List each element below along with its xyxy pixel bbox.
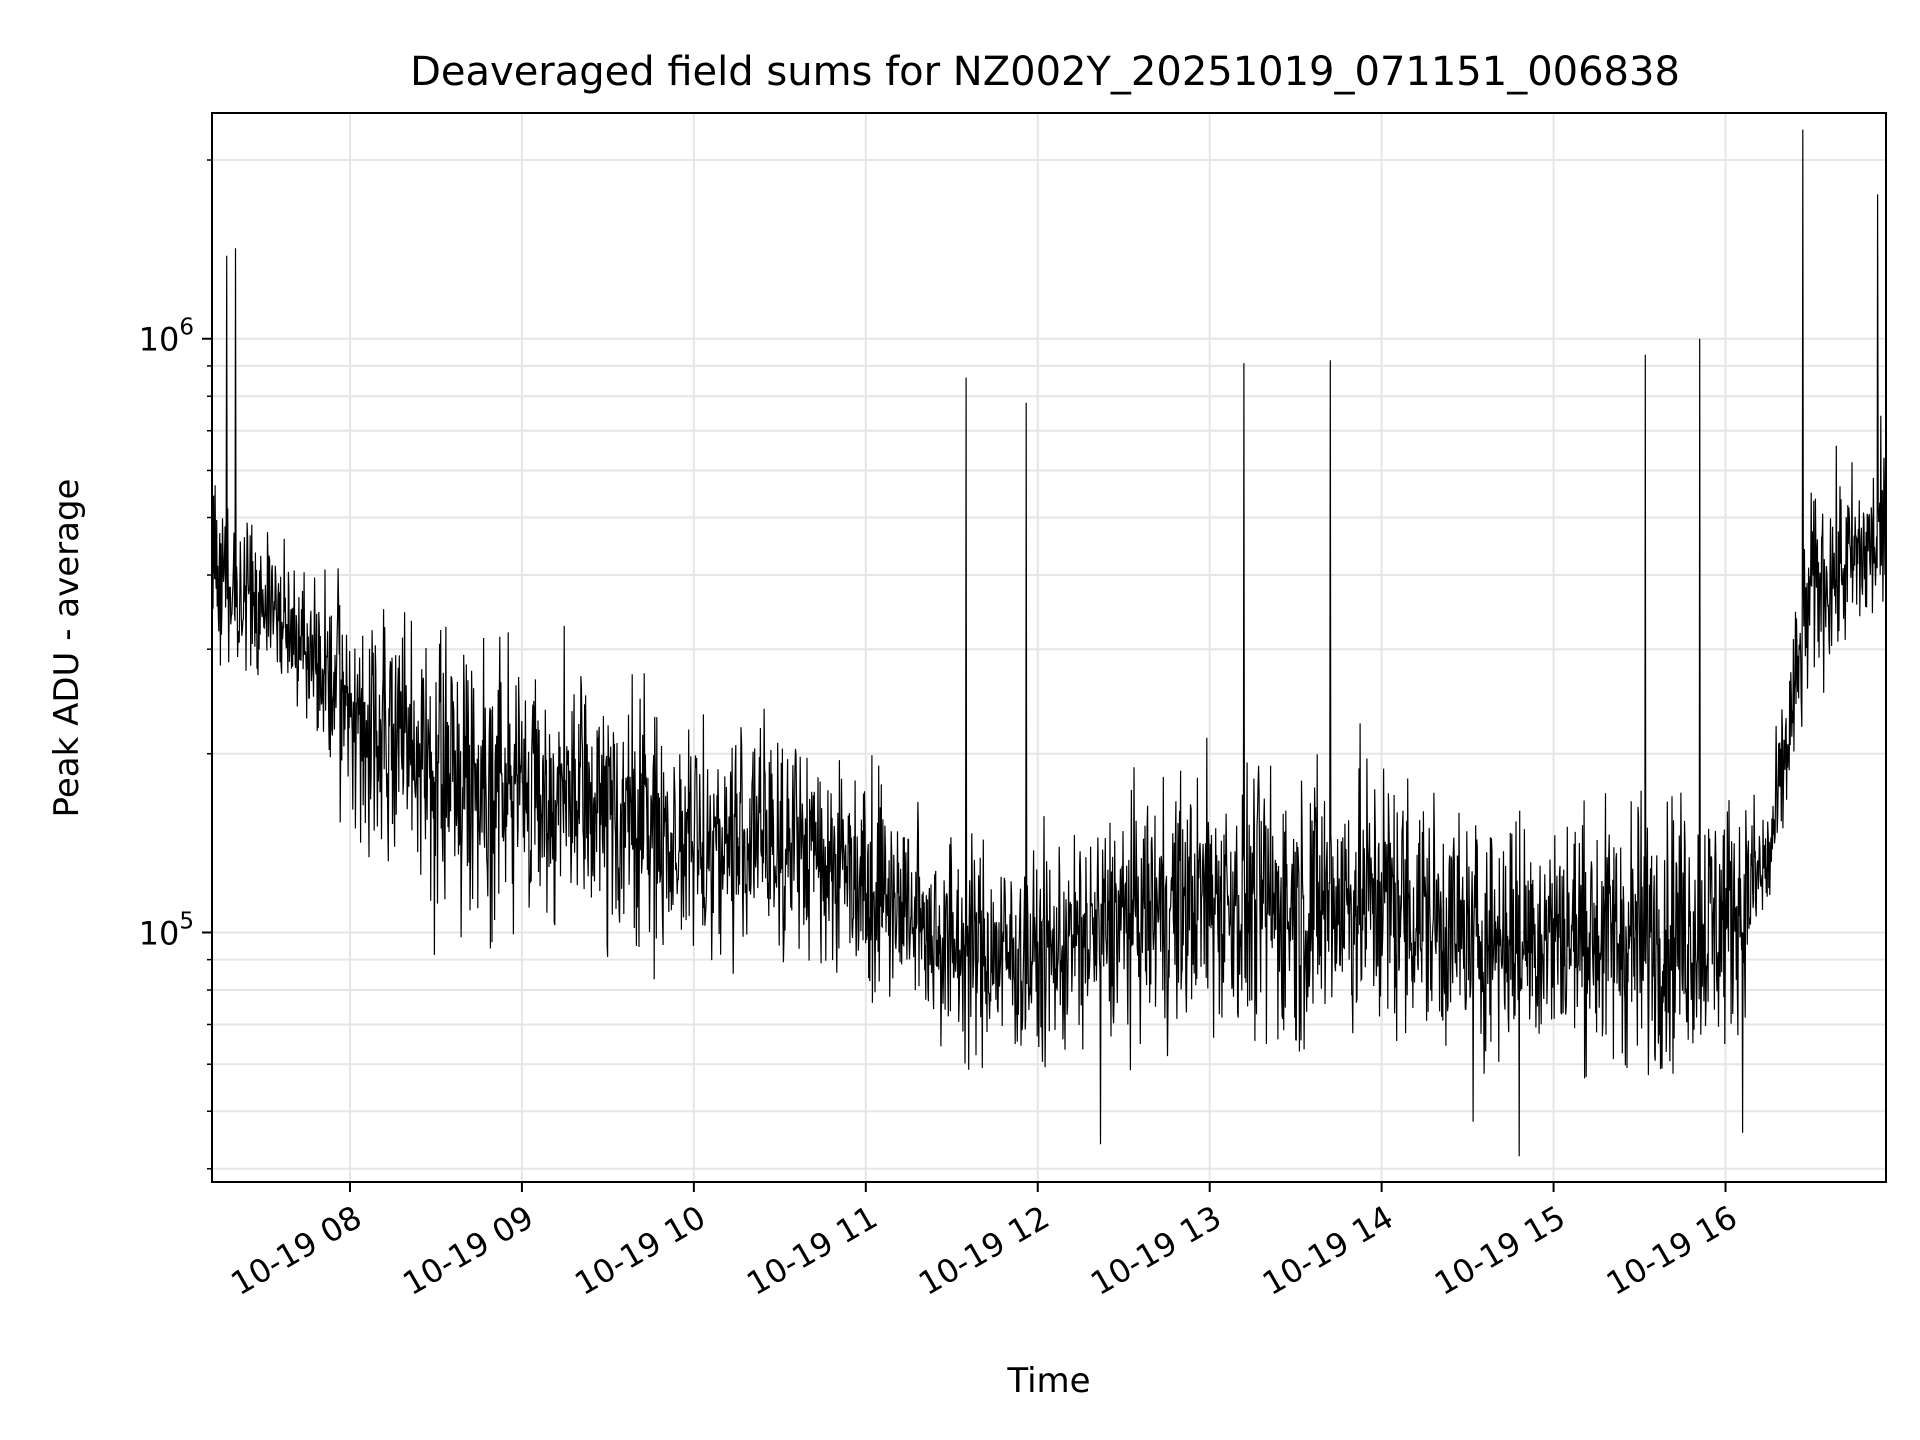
grid [212, 113, 1886, 1182]
y-axis: 105 106 [139, 159, 212, 1170]
y-tick-label: 105 [139, 908, 194, 952]
series-line [211, 129, 1887, 1157]
y-tick-label: 106 [139, 315, 194, 359]
x-axis-label: Time [1006, 1361, 1090, 1401]
chart-title: Deaveraged field sums for NZ002Y_2025101… [410, 49, 1680, 95]
plot-frame [211, 112, 1887, 1183]
y-axis-label: Peak ADU - average [47, 479, 87, 818]
data-layer [211, 129, 1887, 1157]
